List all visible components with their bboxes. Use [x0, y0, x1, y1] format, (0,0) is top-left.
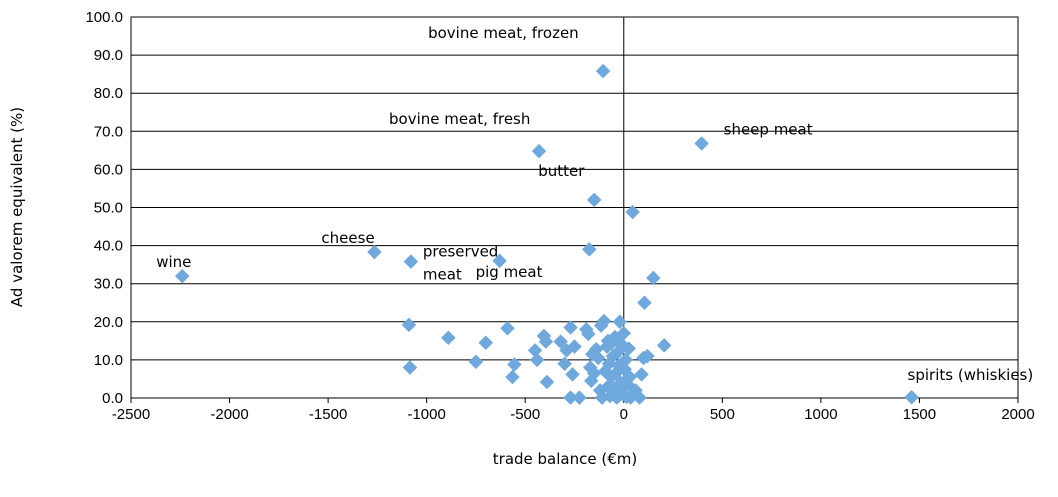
y-tick-label: 50.0 — [94, 200, 123, 217]
data-point — [563, 320, 578, 335]
data-point — [645, 270, 661, 286]
data-point — [367, 244, 382, 260]
data-point — [656, 338, 672, 353]
data-point — [616, 325, 632, 341]
annotation-label: wine — [156, 253, 191, 271]
annotation-label: butter — [538, 162, 585, 180]
data-point — [557, 356, 572, 372]
x-tick-label: 1500 — [903, 406, 936, 423]
data-point — [904, 389, 919, 405]
data-point — [505, 369, 520, 385]
x-tick-label: 1000 — [804, 406, 837, 423]
data-point — [553, 334, 569, 349]
annotation-label: bovine meat, fresh — [389, 110, 530, 128]
data-point — [595, 63, 611, 79]
data-point — [622, 369, 638, 385]
data-point — [581, 242, 597, 257]
y-tick-label: 20.0 — [94, 314, 123, 331]
data-point — [640, 348, 655, 364]
data-point — [590, 350, 606, 366]
data-point — [402, 360, 418, 375]
y-tick-label: 40.0 — [94, 238, 123, 255]
data-point — [614, 337, 630, 353]
x-tick-label: -1000 — [407, 406, 445, 423]
annotations: bovine meat, frozen bovine meat, fresh she… — [156, 24, 1033, 384]
data-point — [492, 253, 507, 269]
x-tick-label: 500 — [710, 406, 735, 423]
data-point — [531, 143, 547, 159]
data-point — [507, 357, 522, 372]
data-point — [634, 367, 649, 382]
y-tick-label: 0.0 — [102, 390, 123, 407]
data-point — [478, 335, 494, 351]
annotation-label: cheese — [321, 229, 374, 247]
x-tick-label: 0 — [620, 406, 628, 423]
data-point — [440, 330, 456, 346]
data-point — [637, 295, 652, 311]
y-tick-label: 30.0 — [94, 276, 123, 293]
x-tick-label: -2500 — [112, 406, 150, 423]
data-point — [596, 313, 612, 329]
y-tick-label: 90.0 — [94, 47, 123, 64]
data-point — [621, 341, 637, 356]
annotation-label: meat — [423, 266, 462, 284]
data-point — [694, 136, 709, 151]
data-point — [580, 326, 596, 342]
data-point — [538, 334, 554, 349]
annotation-label: bovine meat, frozen — [428, 24, 579, 42]
annotation-label: spirits (whiskies) — [908, 366, 1034, 384]
data-point — [612, 314, 628, 330]
data-point — [401, 317, 417, 333]
x-tick-label: -2000 — [210, 406, 248, 423]
data-points — [174, 63, 919, 405]
annotation-label: preserved — [423, 243, 498, 261]
data-point — [565, 367, 580, 382]
x-tick-label: 2000 — [1001, 406, 1034, 423]
data-point — [529, 352, 545, 368]
y-tick-label: 70.0 — [94, 123, 123, 140]
data-point — [539, 374, 555, 390]
data-point — [625, 204, 641, 220]
data-point — [500, 320, 515, 336]
annotation-label: pig meat — [476, 263, 543, 281]
data-point — [403, 254, 419, 269]
data-point — [600, 333, 616, 349]
annotation-label: sheep meat — [724, 120, 813, 138]
data-point — [567, 339, 582, 354]
y-tick-label: 10.0 — [94, 352, 123, 369]
y-tick-label: 100.0 — [85, 9, 123, 26]
x-tick-label: -1500 — [309, 406, 347, 423]
data-point — [572, 390, 587, 405]
data-point — [618, 352, 634, 368]
x-tick-label: -500 — [510, 406, 540, 423]
axes: 0.0 10.0 20.0 30.0 40.0 50.0 60.0 70.0 80.0 90.0 1… — [85, 9, 1034, 423]
data-point — [174, 268, 190, 284]
data-point — [468, 354, 484, 370]
data-point — [586, 192, 602, 208]
y-axis-label: Ad valorem equivalent (%) — [8, 107, 26, 307]
data-point — [632, 390, 647, 405]
y-tick-label: 60.0 — [94, 161, 123, 178]
x-axis-label: trade balance (€m) — [493, 450, 637, 468]
y-tick-label: 80.0 — [94, 85, 123, 102]
